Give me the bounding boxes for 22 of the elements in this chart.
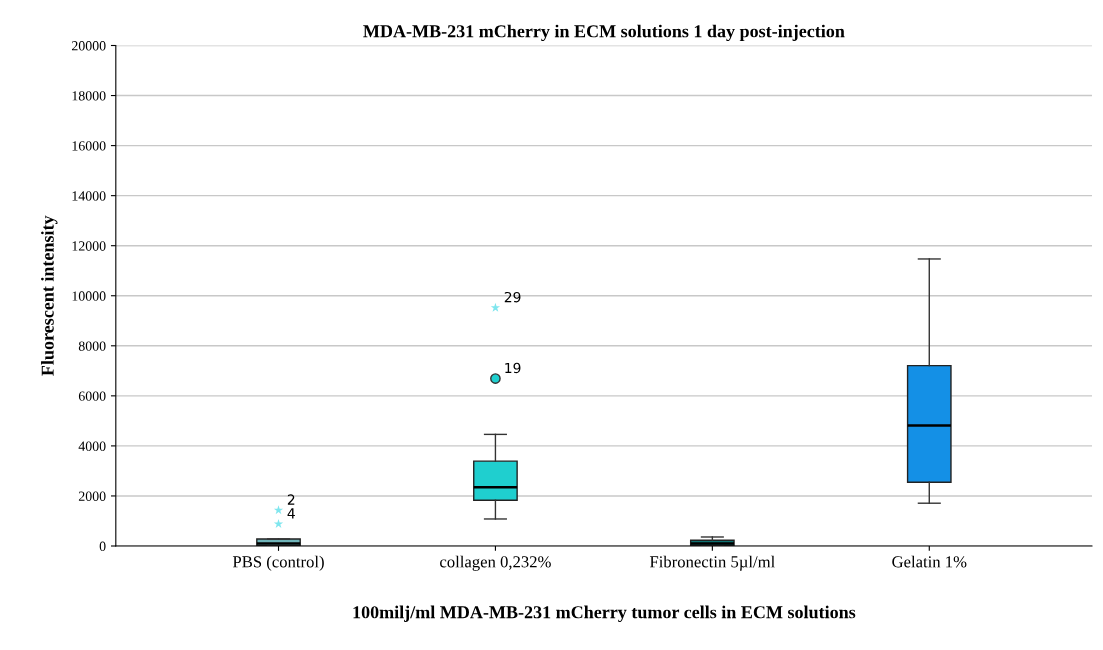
x-tick-label: collagen 0,232% [440,555,551,571]
y-tick-label: 6000 [78,391,106,401]
annotation: 29 [504,291,521,303]
y-tick-label: 2000 [78,491,106,501]
annotation: 4 [287,508,295,519]
x-tick-label: Gelatin 1% [892,555,967,568]
y-tick-label: 4000 [78,441,106,451]
y-tick-label: 10000 [72,291,106,301]
y-tick-label: 8000 [78,341,106,351]
y-tick-label: 16000 [72,141,106,151]
x-tick-label: Fibronectin 5µl/ml [649,555,775,571]
y-tick-label: 0 [99,541,106,551]
chart-title: MDA-MB-231 mCherry in ECM solutions 1 day post-injection [363,24,845,42]
y-axis-title: Fluorescent intensity [41,215,58,376]
annotation: 19 [505,362,521,374]
y-tick-label: 18000 [72,91,106,101]
y-tick-label: 14000 [72,191,106,201]
x-axis-title: 100milj/ml MDA-MB-231 mCherry tumor cells in ECM solutions [353,605,856,623]
y-tick-label: 20000 [71,41,106,51]
y-tick-label: 12000 [72,241,106,251]
annotation: 2 [287,494,295,505]
x-tick-label: PBS (control) [232,555,324,571]
